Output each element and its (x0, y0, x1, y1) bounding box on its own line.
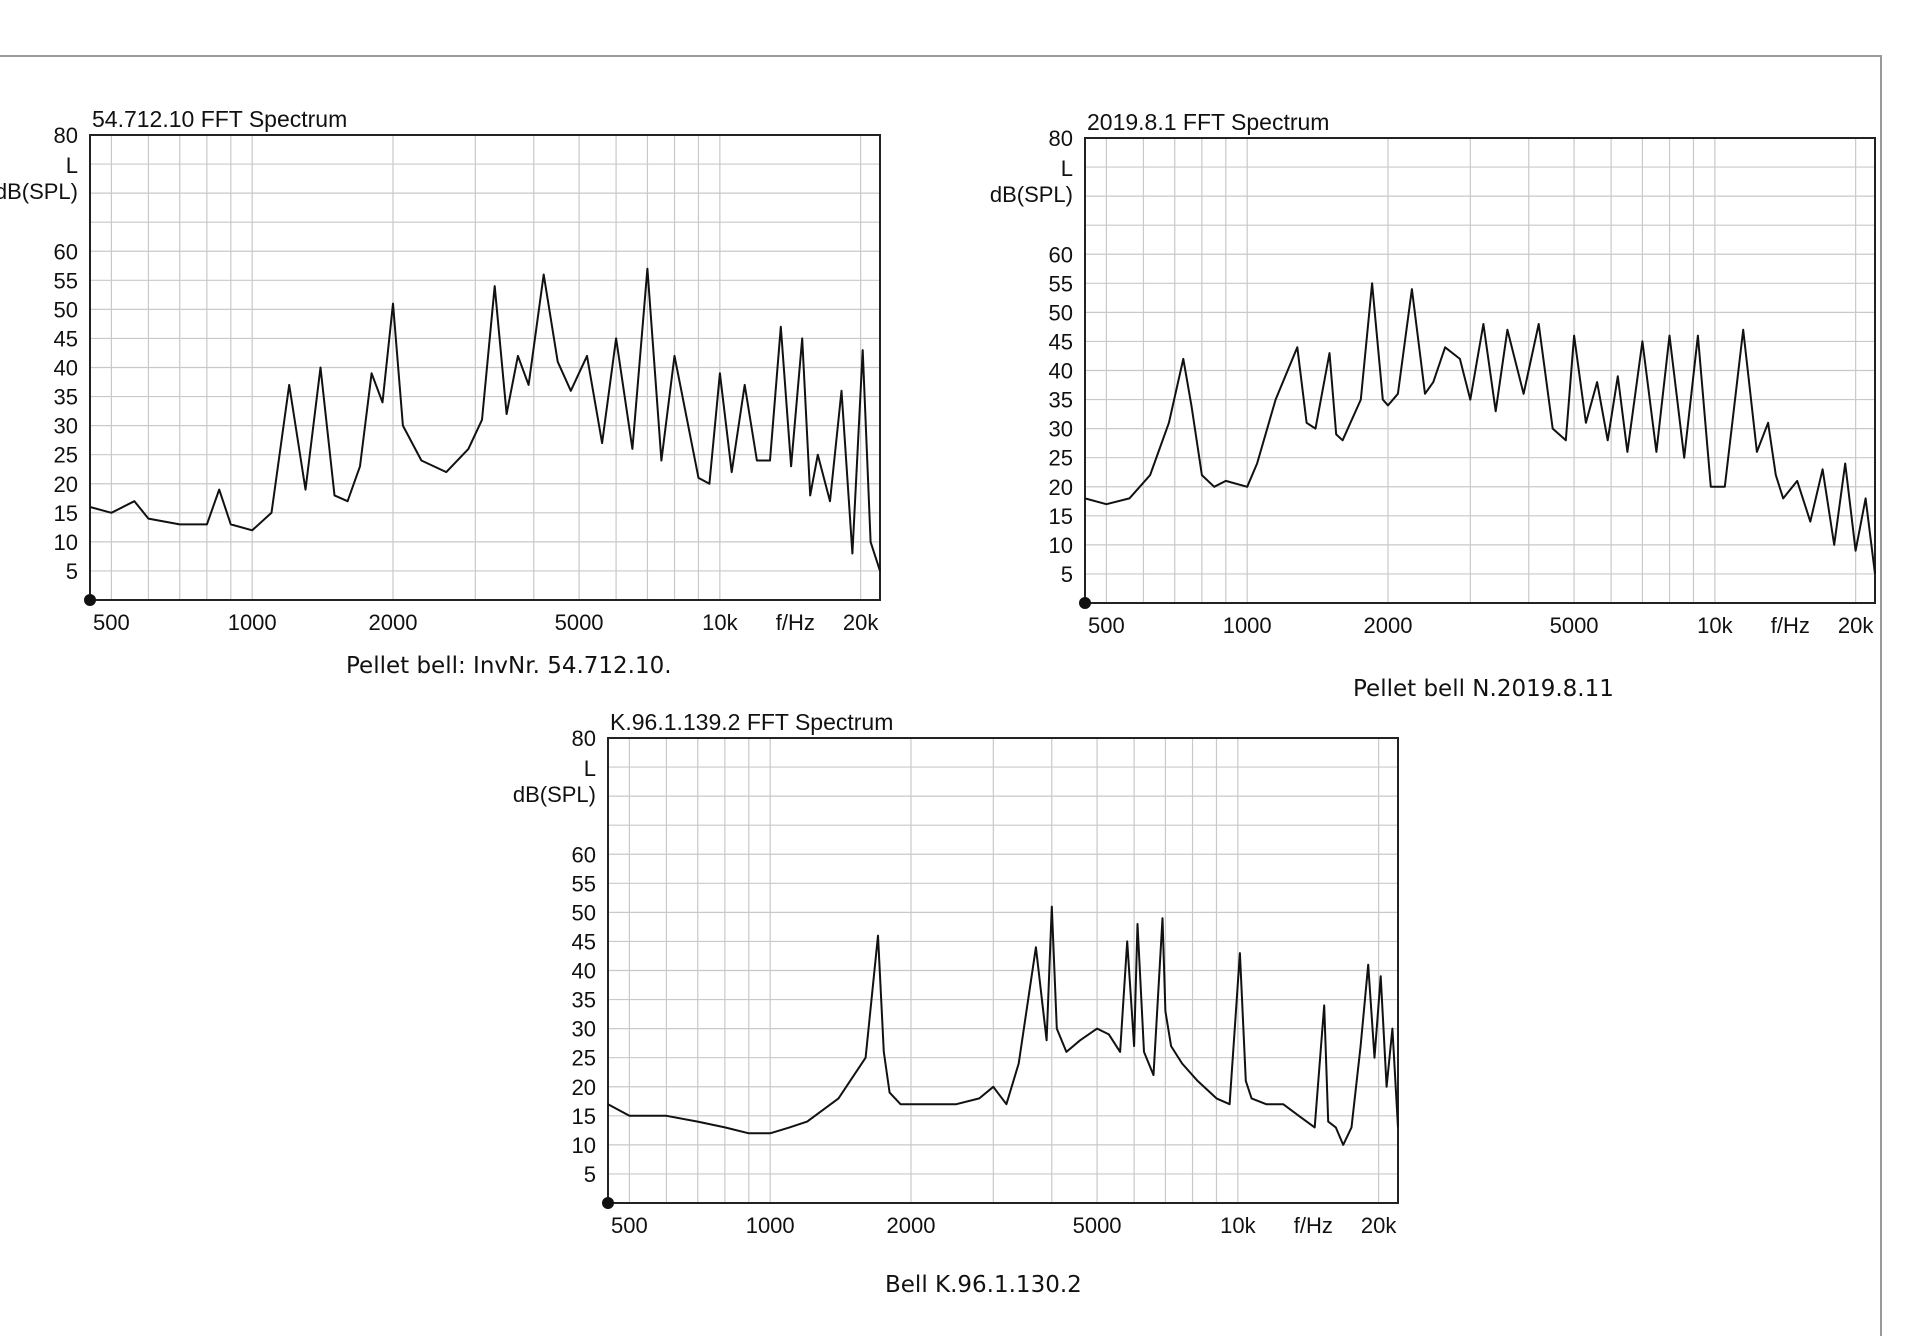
x-tick-label: 500 (611, 1213, 648, 1238)
y-tick-label: 45 (572, 929, 596, 954)
y-tick-label: 40 (572, 959, 596, 984)
y-tick-label: 35 (54, 385, 78, 410)
y-tick-label: 50 (54, 297, 78, 322)
y-tick-label: 80 (572, 726, 596, 751)
x-tick-label: 500 (1088, 613, 1125, 638)
x-tick-label: 2000 (368, 610, 417, 635)
plot-frame (1084, 137, 1876, 604)
y-tick-label: 55 (572, 871, 596, 896)
x-tick-label: 20k (843, 610, 879, 635)
y-tick-label: 15 (1049, 504, 1073, 529)
y-axis-unit: dB(SPL) (990, 182, 1073, 207)
y-tick-label: 35 (572, 988, 596, 1013)
y-tick-label: 10 (54, 530, 78, 555)
x-tick-label: 1000 (1223, 613, 1272, 638)
x-tick-label: 20k (1361, 1213, 1397, 1238)
y-axis-label: L (584, 756, 596, 781)
y-axis-label: L (66, 153, 78, 178)
y-tick-label: 60 (54, 239, 78, 264)
y-tick-label: 30 (54, 414, 78, 439)
y-tick-label: 30 (1049, 417, 1073, 442)
y-tick-label: 45 (1049, 329, 1073, 354)
origin-marker (602, 1197, 614, 1209)
series-line-1 (1084, 282, 1876, 575)
y-tick-label: 30 (572, 1017, 596, 1042)
y-tick-label: 35 (1049, 388, 1073, 413)
y-tick-label: 60 (572, 842, 596, 867)
y-tick-label: 10 (1049, 533, 1073, 558)
y-tick-label: 60 (1049, 242, 1073, 267)
caption-chart-3: Bell K.96.1.130.2 (885, 1272, 1082, 1298)
y-tick-label: 25 (1049, 446, 1073, 471)
y-tick-label: 55 (1049, 271, 1073, 296)
x-tick-label: 1000 (746, 1213, 795, 1238)
x-axis-label: f/Hz (776, 610, 815, 635)
series-line-1 (89, 267, 881, 572)
plot-frame (89, 134, 881, 601)
chart-3: K.96.1.139.2 FFT Spectrum 80 60 55 50 45 40 35 3… (513, 709, 1399, 1238)
y-tick-label: 80 (54, 123, 78, 148)
x-tick-label: 2000 (1363, 613, 1412, 638)
y-tick-label: 50 (1049, 300, 1073, 325)
x-axis-label: f/Hz (1771, 613, 1810, 638)
y-tick-label: 55 (54, 268, 78, 293)
y-tick-label: 80 (1049, 126, 1073, 151)
x-tick-label: 1000 (228, 610, 277, 635)
y-tick-label: 20 (572, 1075, 596, 1100)
x-tick-label: 2000 (886, 1213, 935, 1238)
y-tick-label: 20 (54, 472, 78, 497)
y-tick-label: 15 (572, 1104, 596, 1129)
caption-chart-1: Pellet bell: InvNr. 54.712.10. (346, 653, 672, 679)
plot-frame (607, 737, 1399, 1204)
y-tick-label: 40 (1049, 359, 1073, 384)
y-tick-label: 40 (54, 356, 78, 381)
y-tick-label: 25 (54, 443, 78, 468)
y-tick-label: 20 (1049, 475, 1073, 500)
x-tick-label: 5000 (1550, 613, 1599, 638)
x-tick-label: 10k (1220, 1213, 1256, 1238)
chart-2: 2019.8.1 FFT Spectrum 80 60 55 50 45 40 35 30 25 2… (990, 109, 1876, 638)
caption-chart-2: Pellet bell N.2019.8.11 (1353, 676, 1614, 702)
chart-title: 2019.8.1 FFT Spectrum (1087, 109, 1329, 135)
figure-frame (0, 55, 1882, 1336)
y-tick-label: 10 (572, 1133, 596, 1158)
y-tick-label: 25 (572, 1046, 596, 1071)
x-axis-label: f/Hz (1294, 1213, 1333, 1238)
origin-marker (84, 594, 96, 606)
chart-title: 54.712.10 FFT Spectrum (92, 106, 347, 132)
y-axis-unit: dB(SPL) (513, 782, 596, 807)
y-axis-unit: dB(SPL) (0, 179, 78, 204)
x-tick-label: 500 (93, 610, 130, 635)
x-tick-label: 5000 (1073, 1213, 1122, 1238)
y-tick-label: 5 (1061, 562, 1073, 587)
origin-marker (1079, 597, 1091, 609)
x-tick-label: 10k (702, 610, 738, 635)
series-line-1 (607, 905, 1399, 1146)
y-axis-label: L (1061, 156, 1073, 181)
y-tick-label: 15 (54, 501, 78, 526)
y-tick-label: 45 (54, 326, 78, 351)
y-tick-label: 5 (584, 1162, 596, 1187)
x-tick-label: 5000 (555, 610, 604, 635)
y-tick-label: 50 (572, 900, 596, 925)
chart-1: 54.712.10 FFT Spectrum 80 60 55 50 45 40 35 30 25… (0, 106, 881, 635)
x-tick-label: 20k (1838, 613, 1874, 638)
chart-title: K.96.1.139.2 FFT Spectrum (610, 709, 893, 735)
y-tick-label: 5 (66, 559, 78, 584)
x-tick-label: 10k (1697, 613, 1733, 638)
